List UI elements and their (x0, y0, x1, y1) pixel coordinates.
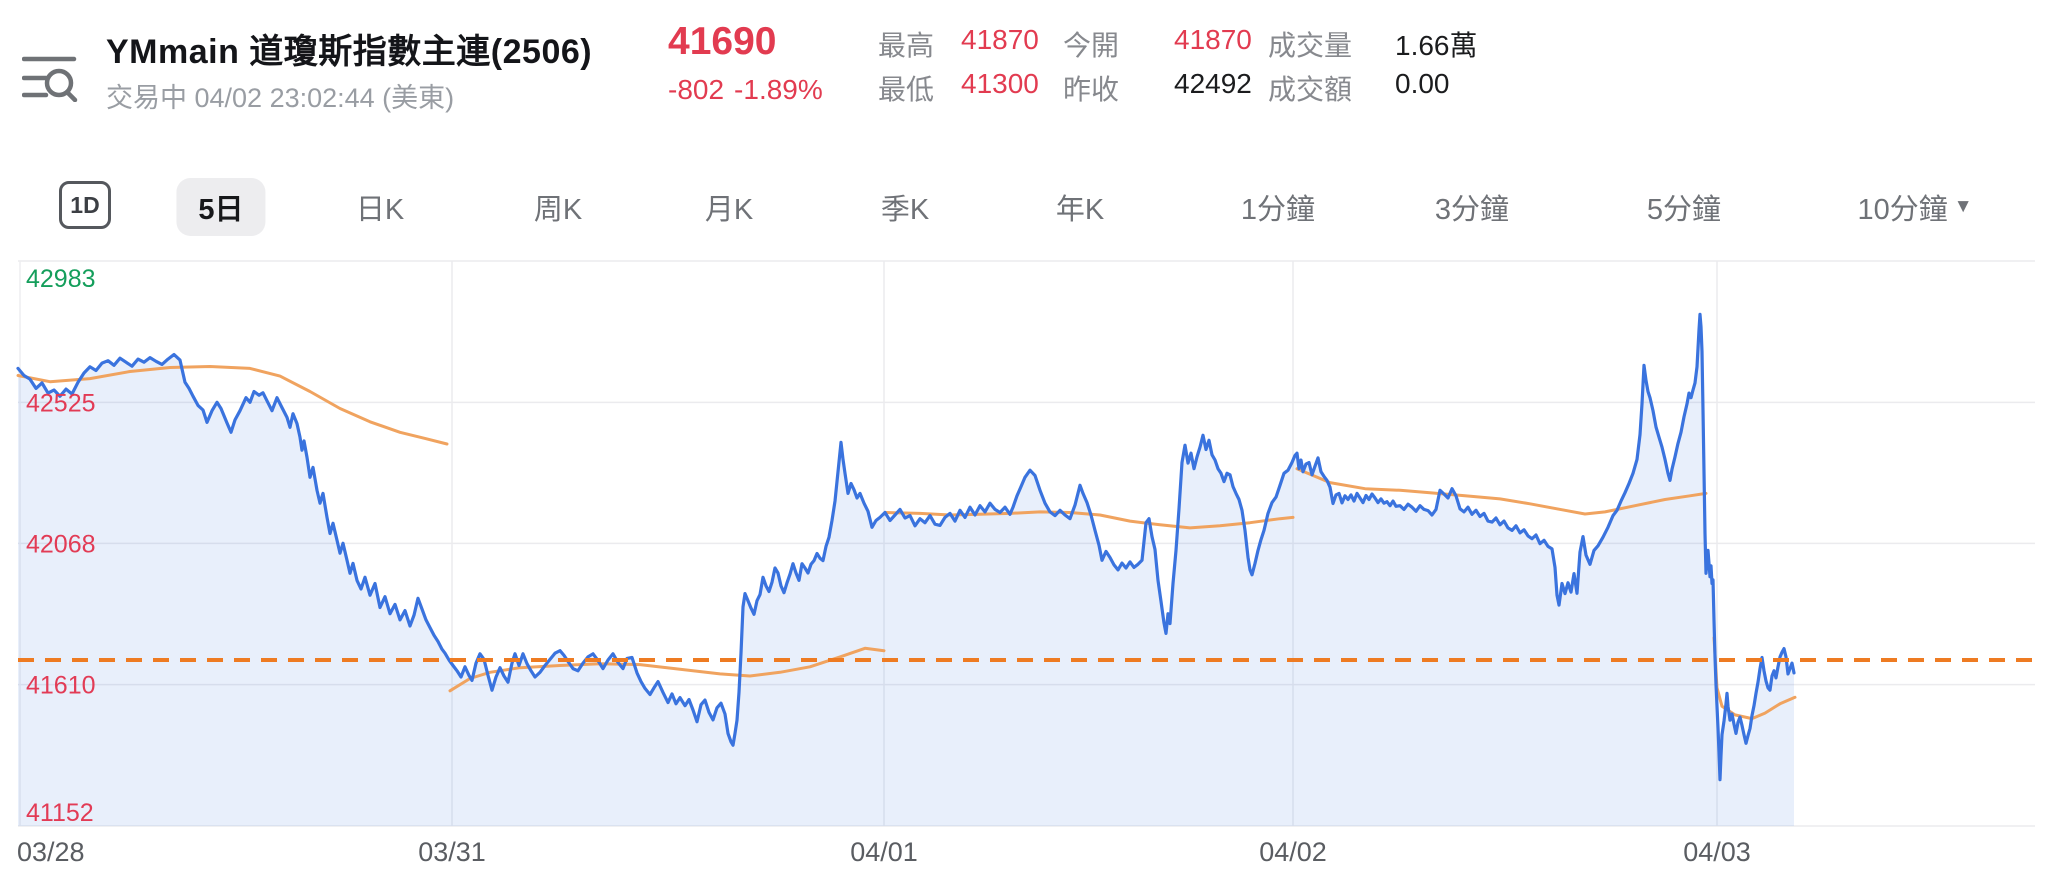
change-percent: -1.89% (734, 74, 823, 105)
vwap-line (884, 510, 1295, 530)
stat-value: 41300 (961, 68, 1039, 99)
y-axis-label: 42068 (26, 530, 96, 558)
tab-季K[interactable]: 季K (880, 194, 930, 226)
tab-周K[interactable]: 周K (533, 194, 583, 226)
tab-日K[interactable]: 日K (355, 194, 405, 226)
stat-value: 1.66萬 (1395, 30, 1478, 61)
tab-1d-icon[interactable]: 1D (59, 181, 111, 229)
stat-label: 最高 (878, 30, 935, 61)
tab-年K[interactable]: 年K (1055, 194, 1105, 226)
symbol-title: YMmain 道瓊斯指數主連(2506) (106, 33, 593, 71)
price-line (16, 312, 1796, 782)
watchlist-search-icon[interactable] (22, 52, 78, 102)
x-axis-label: 04/03 (1683, 837, 1751, 867)
stat-value: 41870 (1174, 24, 1252, 55)
tab-10分鐘[interactable]: 10分鐘 ▼ (1857, 194, 1973, 226)
tab-5分鐘[interactable]: 5分鐘 (1646, 194, 1722, 226)
x-axis-label: 03/31 (418, 837, 486, 867)
x-axis-label: 04/02 (1259, 837, 1327, 867)
y-axis-label: 42525 (26, 389, 96, 417)
chevron-down-icon: ▼ (1953, 196, 1973, 217)
change-value: -802 (668, 74, 725, 105)
stat-label: 成交量 (1268, 30, 1353, 61)
price-area-fill (18, 314, 1794, 826)
last-price: 41690 (668, 20, 777, 63)
y-axis-label: 41152 (26, 799, 94, 827)
stat-label: 最低 (878, 74, 935, 105)
tab-1分鐘[interactable]: 1分鐘 (1240, 194, 1316, 226)
stat-value: 41870 (961, 24, 1039, 55)
stat-label: 今開 (1063, 30, 1120, 61)
price-change: -802 -1.89% (668, 74, 833, 106)
stat-label: 成交額 (1268, 74, 1353, 105)
vwap-line (16, 365, 449, 446)
x-axis-label: 04/01 (850, 837, 918, 867)
trading-status: 交易中 04/02 23:02:44 (美東) (106, 83, 455, 113)
stat-value: 0.00 (1395, 68, 1450, 99)
stat-label: 昨收 (1063, 74, 1120, 105)
x-axis-label: 03/28 (17, 837, 85, 867)
vwap-line (1295, 467, 1708, 516)
tab-3分鐘[interactable]: 3分鐘 (1434, 194, 1510, 226)
y-axis-label: 41610 (26, 672, 96, 700)
tab-5日[interactable]: 5日 (176, 178, 266, 236)
y-axis-label: 42983 (26, 265, 96, 293)
stat-value: 42492 (1174, 68, 1252, 99)
tab-月K[interactable]: 月K (704, 194, 754, 226)
